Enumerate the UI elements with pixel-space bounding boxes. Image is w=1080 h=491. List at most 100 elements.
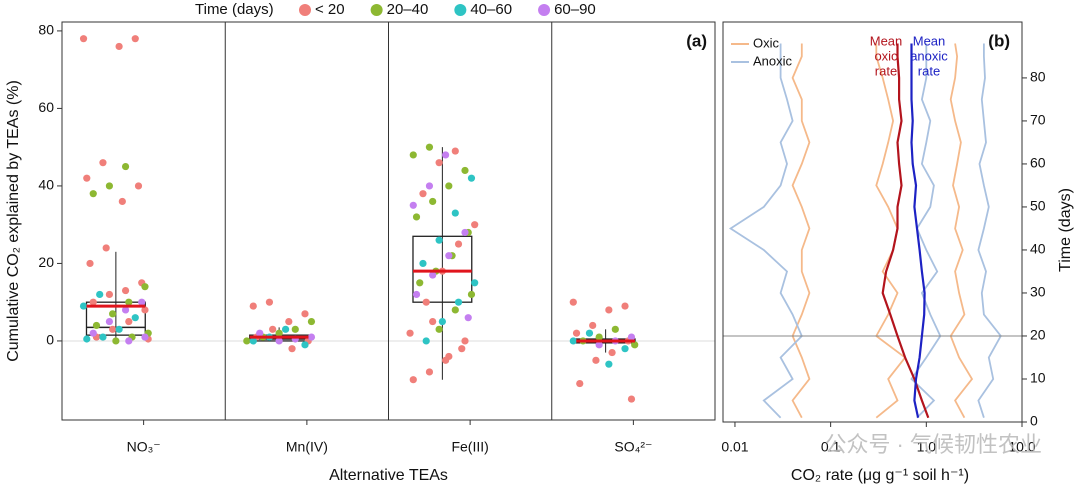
point — [83, 174, 91, 182]
point — [406, 329, 414, 337]
point — [438, 317, 446, 326]
mean-line — [910, 43, 926, 418]
point — [301, 341, 309, 349]
point — [89, 190, 97, 198]
mean-label: rate — [918, 63, 940, 78]
point — [275, 329, 283, 337]
panel-label: (a) — [686, 31, 707, 50]
point — [121, 162, 130, 171]
y-tick-label: 20 — [38, 254, 54, 270]
point — [125, 337, 133, 345]
point — [412, 290, 421, 299]
point — [595, 341, 603, 349]
y-tick-label: 70 — [1030, 112, 1046, 128]
y-tick-label: 20 — [1030, 327, 1046, 343]
point — [419, 190, 427, 198]
point — [454, 240, 463, 248]
point — [288, 345, 296, 353]
point — [281, 325, 290, 333]
mean-line — [881, 43, 930, 419]
y-tick-label: 60 — [1030, 155, 1046, 171]
point — [445, 352, 453, 361]
point — [409, 201, 417, 209]
box — [85, 301, 146, 336]
point — [435, 325, 443, 333]
point — [631, 341, 639, 349]
point — [105, 290, 114, 299]
point — [112, 337, 120, 345]
point — [256, 329, 264, 337]
point — [416, 279, 424, 287]
point — [572, 329, 581, 337]
y-tick-label: 10 — [1030, 370, 1046, 386]
plot-frame — [61, 21, 716, 421]
y-tick-label: 30 — [1030, 284, 1046, 300]
point — [451, 306, 459, 314]
y-tick-label: 40 — [1030, 241, 1046, 257]
y-tick-label: 50 — [1030, 198, 1046, 214]
point — [435, 159, 443, 167]
box — [412, 235, 473, 303]
point — [79, 302, 88, 310]
point — [409, 151, 417, 159]
point — [621, 345, 629, 353]
point — [569, 337, 577, 345]
point — [412, 213, 421, 221]
watermark: 公众号 · 气候韧性农业 — [824, 432, 1042, 457]
point — [96, 290, 104, 299]
x-tick-label: SO₄²⁻ — [614, 439, 652, 455]
mean-label: Mean — [913, 33, 946, 48]
point — [409, 376, 417, 384]
x-tick-label: Fe(III) — [451, 439, 488, 455]
point — [99, 159, 107, 167]
point — [249, 337, 257, 345]
point — [89, 329, 97, 337]
point — [605, 306, 613, 314]
legend-swatch — [299, 4, 311, 16]
rate-line — [791, 43, 811, 419]
point — [576, 379, 584, 388]
point — [595, 333, 603, 341]
point — [425, 182, 434, 190]
point — [105, 182, 114, 190]
point — [99, 333, 107, 341]
point — [461, 337, 469, 345]
point — [285, 317, 293, 326]
x-tick-label: 0.1 — [821, 439, 841, 455]
point — [141, 283, 149, 291]
point — [621, 302, 629, 310]
point — [592, 356, 600, 364]
point — [89, 298, 97, 306]
point — [445, 182, 453, 190]
y-tick-label: 40 — [38, 177, 54, 193]
point — [109, 325, 117, 333]
mean-label: rate — [875, 63, 897, 78]
point — [451, 147, 459, 155]
point — [92, 321, 101, 330]
legend-label: 20–40 — [387, 1, 429, 18]
rate-line — [910, 43, 942, 419]
point — [585, 329, 594, 337]
point — [121, 306, 130, 314]
point — [125, 317, 133, 326]
x-tick-label: NO₃⁻ — [127, 439, 161, 455]
legend-label: 60–90 — [554, 1, 596, 18]
panel-label: (b) — [988, 31, 1010, 50]
x-axis-label: Alternative TEAs — [329, 467, 448, 484]
point — [627, 395, 636, 403]
point — [83, 335, 91, 343]
point — [471, 221, 479, 229]
point — [275, 337, 283, 345]
y-tick-label: 80 — [38, 22, 54, 38]
point — [115, 325, 123, 333]
point — [141, 333, 149, 341]
point — [121, 286, 130, 295]
legend-label: 40–60 — [470, 1, 512, 18]
legend-swatch — [454, 4, 467, 16]
point — [425, 143, 434, 151]
point — [445, 252, 453, 260]
point — [429, 197, 437, 206]
point — [79, 35, 88, 43]
legend-title: Time (days) — [195, 1, 274, 18]
